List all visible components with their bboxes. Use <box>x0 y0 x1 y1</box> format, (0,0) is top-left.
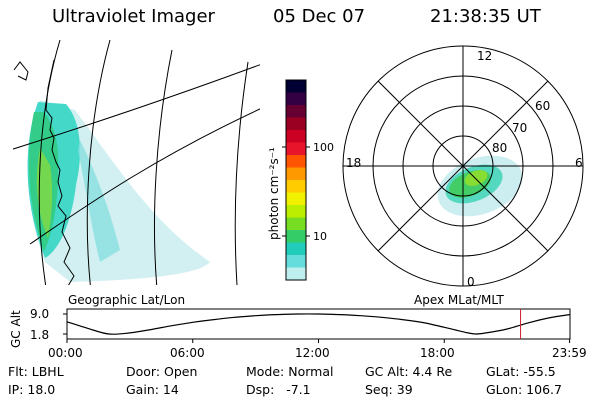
mlat-label-70: 70 <box>512 121 527 135</box>
mode-info: Mode: Normal <box>246 364 334 379</box>
mlt-label-18: 18 <box>346 156 361 170</box>
apex-panel-label: Apex MLat/MLT <box>414 293 504 307</box>
altitude-series-line <box>66 313 570 335</box>
polar-plot: 12 18 6 0 60 70 80 <box>342 45 584 289</box>
grid-line <box>38 40 61 285</box>
grid-line <box>13 64 260 150</box>
time-label: 21:38:35 UT <box>430 6 541 27</box>
colorbar-segment <box>286 142 306 156</box>
altitude-xtick: 23:59 <box>552 346 587 360</box>
date-label: 05 Dec 07 <box>273 6 366 27</box>
altitude-ylabel: GC Alt <box>9 310 23 348</box>
altitude-chart: GC Alt 9.0 1.8 00:00 06:00 12:00 18:00 2… <box>9 307 587 360</box>
colorbar-segment <box>286 80 306 94</box>
dsp-info: Dsp: -7.1 <box>246 382 311 397</box>
mlt-label-6: 6 <box>575 156 583 170</box>
glat-info: GLat: -55.5 <box>486 364 556 379</box>
aurora-emission-geographic <box>27 100 211 282</box>
colorbar-segment <box>286 92 306 106</box>
grid-line <box>86 40 111 285</box>
colorbar-label: photon cm⁻²s⁻¹ <box>267 147 281 240</box>
colorbar-tick-label: 10 <box>313 230 327 243</box>
colorbar-tick-label: 100 <box>313 141 334 154</box>
colorbar-segment <box>286 255 306 269</box>
colorbar: 100 10 photon cm⁻²s⁻¹ <box>267 79 334 281</box>
grid-line <box>29 108 260 245</box>
colorbar-segment <box>286 205 306 219</box>
geographic-map <box>13 40 260 285</box>
door-info: Door: Open <box>126 364 198 379</box>
geographic-panel-label: Geographic Lat/Lon <box>68 293 185 307</box>
colorbar-segment <box>286 130 306 144</box>
gc-alt-info: GC Alt: 4.4 Re <box>365 364 453 379</box>
altitude-ytick: 9.0 <box>30 307 49 321</box>
page-title: Ultraviolet Imager <box>52 6 215 27</box>
grid-line <box>234 61 249 285</box>
coastline <box>45 59 75 285</box>
filter-info: Flt: LBHL <box>8 364 64 379</box>
colorbar-segment <box>286 217 306 231</box>
aurora-emission-polar <box>437 155 523 217</box>
ip-info: IP: 18.0 <box>8 382 56 397</box>
colorbar-segment <box>286 117 306 131</box>
colorbar-segment <box>286 167 306 181</box>
seq-info: Seq: 39 <box>365 382 413 397</box>
coastline <box>13 61 29 81</box>
grid-line <box>153 49 173 285</box>
colorbar-segment <box>286 180 306 194</box>
altitude-xtick: 00:00 <box>48 346 83 360</box>
mlt-label-0: 0 <box>467 275 475 289</box>
mlt-label-12: 12 <box>477 49 492 63</box>
colorbar-segment <box>286 230 306 244</box>
colorbar-segment <box>286 242 306 256</box>
colorbar-segment <box>286 105 306 119</box>
colorbar-segment <box>286 155 306 169</box>
colorbar-segment <box>286 267 306 281</box>
altitude-ytick: 1.8 <box>30 328 49 342</box>
colorbar-segment <box>286 192 306 206</box>
glon-info: GLon: 106.7 <box>486 382 562 397</box>
mlat-label-60: 60 <box>535 99 550 113</box>
mlat-label-80: 80 <box>492 141 507 155</box>
altitude-xtick: 18:00 <box>420 346 455 360</box>
altitude-xtick: 12:00 <box>295 346 330 360</box>
altitude-xtick: 06:00 <box>170 346 205 360</box>
gain-info: Gain: 14 <box>126 382 179 397</box>
